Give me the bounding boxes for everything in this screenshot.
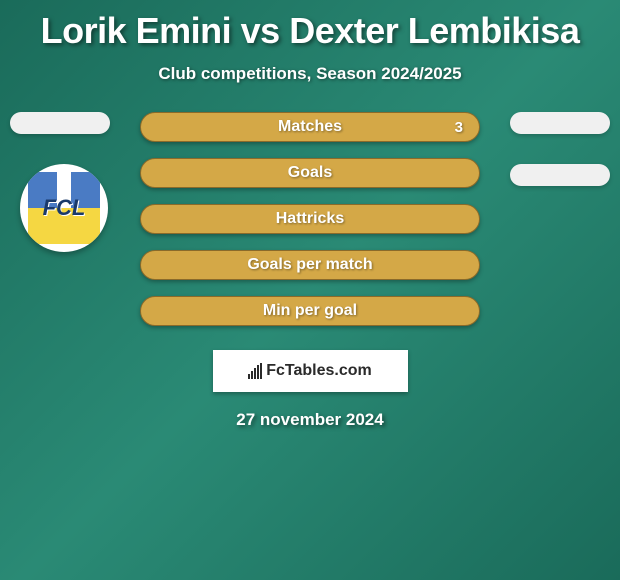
main-container: Lorik Emini vs Dexter Lembikisa Club com… xyxy=(0,0,620,440)
stat-row-goals: Goals xyxy=(140,158,480,188)
date-label: 27 november 2024 xyxy=(236,410,383,430)
stat-label: Min per goal xyxy=(263,302,357,320)
badge-abbr: FCL xyxy=(43,195,86,221)
badge-inner: FCL xyxy=(28,172,100,244)
brand-text: FcTables.com xyxy=(266,362,372,380)
stat-row-matches: Matches 3 xyxy=(140,112,480,142)
stat-label: Matches xyxy=(278,118,342,136)
brand-logo: FcTables.com xyxy=(248,362,372,380)
stat-label: Goals xyxy=(288,164,332,182)
left-pill-1 xyxy=(10,112,110,134)
stat-value: 3 xyxy=(455,119,463,136)
brand-bars-icon xyxy=(248,363,262,379)
stat-row-hattricks: Hattricks xyxy=(140,204,480,234)
stat-label: Goals per match xyxy=(247,256,372,274)
stat-row-mpg: Min per goal xyxy=(140,296,480,326)
stats-area: FCL Matches 3 Goals Hattricks Goals per … xyxy=(0,112,620,430)
page-title: Lorik Emini vs Dexter Lembikisa xyxy=(41,10,580,52)
brand-box: FcTables.com xyxy=(213,350,408,392)
stat-label: Hattricks xyxy=(276,210,344,228)
right-pill-1 xyxy=(510,112,610,134)
subtitle: Club competitions, Season 2024/2025 xyxy=(158,64,461,84)
right-pill-2 xyxy=(510,164,610,186)
stat-row-gpm: Goals per match xyxy=(140,250,480,280)
club-badge: FCL xyxy=(20,164,108,252)
